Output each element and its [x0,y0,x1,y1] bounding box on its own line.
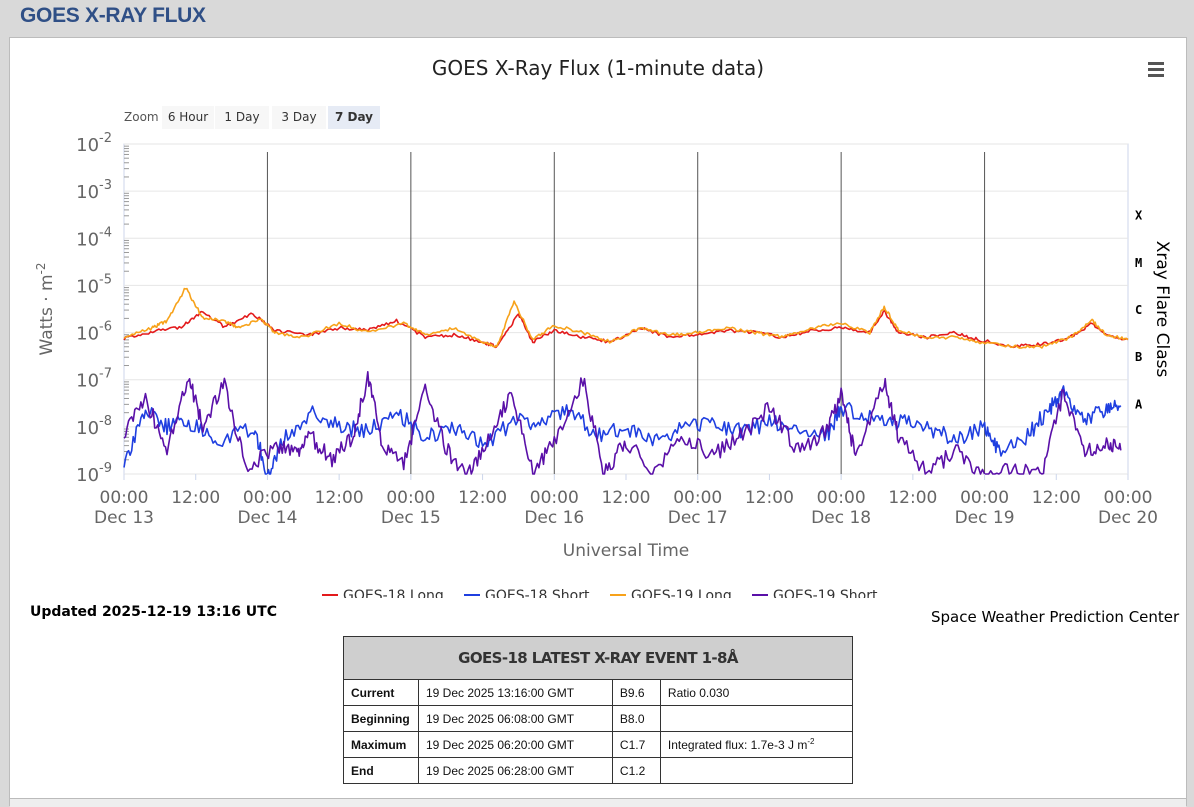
legend-item-goes-18-short[interactable]: GOES-18 Short [485,588,590,598]
event-row-time: 19 Dec 2025 13:16:00 GMT [418,679,613,706]
y-tick-label: 10-7 [76,367,112,392]
x-tick-label: 00:00 [1104,488,1153,508]
chart-title: GOES X-Ray Flux (1-minute data) [432,56,764,80]
latest-event-table: GOES-18 LATEST X-RAY EVENT 1-8Å Current 1… [343,636,854,784]
event-row-label: Current [343,679,419,706]
y-tick-label: 10-2 [76,131,112,156]
y-tick-label: 10-8 [76,414,112,439]
y-tick-label: 10-6 [76,320,112,345]
x-tick-label: 00:00 [386,488,435,508]
x-tick-date-label: Dec 20 [1098,508,1158,528]
x-tick-label: 00:00 [673,488,722,508]
event-row-class: B8.0 [611,705,661,732]
event-row-class: C1.7 [611,731,661,758]
zoom-button-label[interactable]: 3 Day [281,110,316,124]
x-tick-date-label: Dec 18 [811,508,871,528]
legend-item-goes-19-short[interactable]: GOES-19 Short [773,588,878,598]
page-title: GOES X-RAY FLUX [20,4,206,27]
x-tick-label: 12:00 [315,488,364,508]
plot-area [123,143,1129,475]
table-row: End 19 Dec 2025 06:28:00 GMT C1.2 [343,757,854,784]
event-row-note [659,757,854,784]
x-tick-label: 12:00 [1032,488,1081,508]
x-tick-date-label: Dec 14 [237,508,297,528]
event-row-class: C1.2 [611,757,661,784]
zoom-button-6-hour[interactable] [162,106,214,129]
event-row-label: Beginning [343,705,419,732]
event-row-note: Integrated flux: 1.7e-3 J m-2 [659,731,854,758]
zoom-button-3-day[interactable] [272,106,326,129]
x-tick-label: 12:00 [458,488,507,508]
x-tick-date-label: Dec 13 [94,508,154,528]
zoom-button-7-day[interactable] [328,106,380,129]
flare-class-label-x: X [1135,209,1143,223]
updated-timestamp: Updated 2025-12-19 13:16 UTC [30,604,277,620]
x-tick-label: 00:00 [960,488,1009,508]
x-tick-label: 00:00 [243,488,292,508]
table-row: Current 19 Dec 2025 13:16:00 GMT B9.6 Ratio… [343,679,854,706]
x-tick-label: 12:00 [602,488,651,508]
x-tick-label: 00:00 [100,488,149,508]
zoom-label: Zoom [124,110,159,124]
x-tick-label: 00:00 [817,488,866,508]
series-line-goes-18-long [123,309,1129,349]
event-row-label: Maximum [343,731,419,758]
y-tick-label: 10-5 [76,272,112,297]
event-row-label: End [343,757,419,784]
x-axis-title: Universal Time [563,541,689,561]
event-row-time: 19 Dec 2025 06:08:00 GMT [418,705,613,732]
chart-panel: GOES X-Ray Flux (1-minute data) Zoom 6 Hou… [9,37,1187,806]
bottom-strip [10,798,1186,807]
x-tick-date-label: Dec 16 [524,508,584,528]
zoom-button-label[interactable]: 1 Day [224,110,259,124]
event-row-note [659,705,854,732]
table-row: Maximum 19 Dec 2025 06:20:00 GMT C1.7 Integ… [343,731,854,758]
zoom-button-label[interactable]: 7 Day [335,110,373,124]
x-tick-label: 00:00 [530,488,579,508]
x-tick-label: 12:00 [171,488,220,508]
y-tick-label: 10-3 [76,178,112,203]
flare-class-label-c: C [1135,303,1142,317]
table-row: Beginning 19 Dec 2025 06:08:00 GMT B8.0 [343,705,854,732]
zoom-button-label[interactable]: 6 Hour [168,110,208,124]
event-row-time: 19 Dec 2025 06:20:00 GMT [418,731,613,758]
series-line-goes-19-short [123,371,1122,475]
x-tick-date-label: Dec 15 [381,508,441,528]
credit-text: Space Weather Prediction Center [931,608,1180,626]
x-tick-label: 12:00 [888,488,937,508]
x-tick-label: 12:00 [745,488,794,508]
event-row-note: Ratio 0.030 [659,679,854,706]
event-table-title: GOES-18 LATEST X-RAY EVENT 1-8Å [343,636,853,680]
hamburger-menu-icon[interactable] [1148,62,1164,77]
y-axis-title: Watts · m-2 [34,262,57,355]
x-tick-date-label: Dec 19 [955,508,1015,528]
y-tick-label: 10-9 [76,461,112,486]
legend-item-goes-18-long[interactable]: GOES-18 Long [343,588,444,598]
series-line-goes-18-short [123,385,1122,475]
legend-item-goes-19-long[interactable]: GOES-19 Long [631,588,732,598]
event-row-time: 19 Dec 2025 06:28:00 GMT [418,757,613,784]
right-axis-title: Xray Flare Class [1152,241,1172,378]
flare-class-label-a: A [1135,397,1143,411]
xray-flux-chart: GOES X-Ray Flux (1-minute data) Zoom 6 Hou… [34,56,1172,598]
y-tick-label: 10-4 [76,225,112,250]
event-row-class: B9.6 [611,679,661,706]
flare-class-label-m: M [1135,256,1142,270]
series-line-goes-19-long [123,287,1129,349]
zoom-button-1-day[interactable] [215,106,269,129]
flare-class-label-b: B [1135,350,1142,364]
x-tick-date-label: Dec 17 [668,508,728,528]
